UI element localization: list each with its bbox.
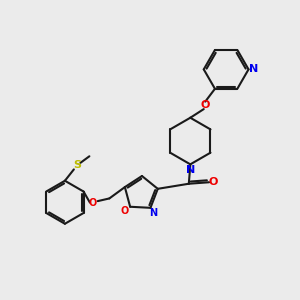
Text: O: O [209,177,218,187]
Text: S: S [74,160,82,170]
Text: O: O [121,206,129,216]
Text: O: O [88,198,96,208]
Text: N: N [149,208,158,218]
Text: O: O [201,100,210,110]
Text: N: N [186,165,195,175]
Text: N: N [249,64,259,74]
